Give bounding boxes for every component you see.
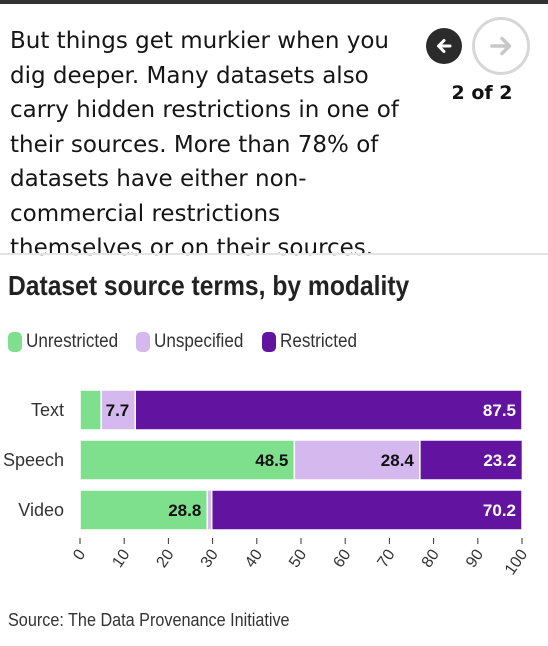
chart-legend: Unrestricted Unspecified Restricted: [8, 330, 373, 354]
x-tick-label: 50: [286, 546, 310, 570]
x-tick-label: 70: [375, 546, 399, 570]
bar-segment: [293, 439, 421, 481]
legend-swatch-unspecified: [136, 332, 151, 352]
next-button[interactable]: [472, 17, 530, 75]
slide-counter: 2 of 2: [451, 82, 513, 104]
data-label: 87.5: [483, 401, 516, 420]
x-tick-label: 80: [419, 546, 443, 570]
bar-segment: [134, 389, 523, 431]
category-label: Text: [31, 400, 64, 420]
slide-navigation: 2 of 2: [424, 16, 544, 116]
data-label: 28.8: [168, 501, 201, 520]
data-label: 23.2: [483, 451, 516, 470]
bar-segment: [79, 439, 296, 481]
x-tick-label: 100: [502, 546, 531, 578]
x-tick-label: 90: [463, 546, 487, 570]
bar-segment: [100, 389, 137, 431]
x-tick-label: 0: [70, 546, 89, 563]
category-label: Video: [18, 500, 64, 520]
x-tick-label: 20: [154, 546, 178, 570]
divider: [0, 253, 548, 255]
top-rule: [0, 0, 548, 4]
bar-segment: [419, 439, 524, 481]
category-label: Speech: [3, 450, 64, 470]
legend-label-unspecified: Unspecified: [154, 331, 244, 352]
data-label: 28.4: [381, 451, 415, 470]
chart-source: Source: The Data Provenance Initiative: [8, 610, 290, 630]
legend-swatch-unrestricted: [8, 332, 22, 352]
arrow-left-icon: [437, 39, 452, 53]
bar-segment: [79, 489, 209, 531]
data-label: 48.5: [255, 451, 288, 470]
legend-swatch-restricted: [261, 332, 276, 352]
chart-title: Dataset source terms, by modality: [8, 270, 410, 301]
previous-button[interactable]: [426, 28, 462, 64]
legend-item-unspecified: Unspecified: [136, 331, 253, 353]
stacked-bar-chart: Text 7.7 87.5 Speech 48.5 28.4 23.2 Video 28.8 70…: [3, 389, 531, 578]
story-text: But things get murkier when you dig deep…: [10, 28, 399, 261]
legend-label-unrestricted: Unrestricted: [26, 331, 119, 352]
legend-item-unrestricted: Unrestricted: [8, 331, 128, 353]
data-label: 7.7: [106, 401, 130, 420]
x-tick-label: 30: [198, 546, 222, 570]
legend-label-restricted: Restricted: [279, 331, 357, 352]
bar-segment: [79, 389, 102, 431]
legend-item-restricted: Restricted: [261, 331, 366, 353]
arrow-right-icon: [490, 36, 512, 56]
bar-segment: [210, 489, 523, 531]
x-tick-label: 10: [109, 546, 133, 570]
x-tick-label: 60: [330, 546, 354, 570]
data-label: 70.2: [483, 501, 516, 520]
x-tick-label: 40: [242, 546, 266, 570]
